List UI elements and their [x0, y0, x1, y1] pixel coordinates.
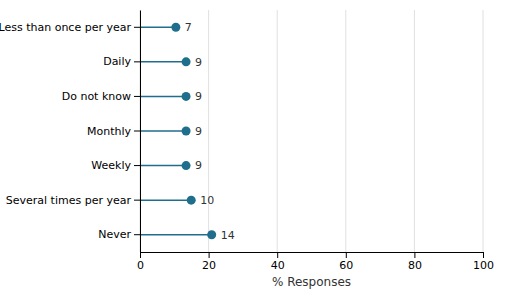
y-tick-label: Several times per year	[6, 194, 132, 207]
x-tick-label: 60	[339, 259, 353, 272]
stem	[140, 27, 176, 29]
count-label: 9	[195, 125, 202, 138]
x-tick-mark	[346, 252, 347, 258]
x-tick: 40	[271, 252, 285, 272]
x-tick-label: 80	[408, 259, 422, 272]
y-tick-label: Less than once per year	[0, 21, 131, 34]
stem	[140, 234, 212, 236]
grid-line	[277, 10, 278, 252]
grid-line	[483, 10, 484, 252]
dot	[187, 196, 196, 205]
y-tick-label: Monthly	[87, 125, 132, 138]
x-tick: 100	[473, 252, 494, 272]
y-tick-label: Daily	[103, 55, 131, 68]
y-tick-label: Never	[98, 228, 131, 241]
x-tick-label: 20	[202, 259, 216, 272]
y-tick-mark	[134, 96, 140, 97]
stem	[140, 199, 191, 201]
x-tick-mark	[140, 252, 141, 258]
x-tick: 80	[408, 252, 422, 272]
y-tick: Less than once per year	[0, 21, 140, 34]
y-axis-line	[140, 11, 141, 253]
x-tick-mark	[209, 252, 210, 258]
dot	[207, 230, 216, 239]
x-axis-line	[141, 252, 484, 253]
count-label: 9	[195, 56, 202, 69]
grid-line	[208, 10, 209, 252]
chart-container: 7 9 9 9 9 10 14 0 20 40 60 80 100 Less than once per …	[0, 0, 505, 292]
chart: 7 9 9 9 9 10 14 0 20 40 60 80 100 Less than once per …	[0, 0, 505, 292]
stem	[140, 61, 186, 63]
count-label: 7	[185, 21, 192, 34]
grid-line	[414, 10, 415, 252]
x-tick-mark	[483, 252, 484, 258]
y-tick: Several times per year	[6, 194, 140, 207]
x-tick-label: 100	[473, 259, 494, 272]
stem	[140, 165, 186, 167]
y-tick-mark	[134, 234, 140, 235]
dot	[182, 92, 191, 101]
stem	[140, 96, 186, 98]
count-label: 9	[195, 90, 202, 103]
grid-line	[345, 10, 346, 252]
dot	[182, 161, 191, 170]
y-tick: Daily	[103, 55, 140, 68]
x-tick: 0	[137, 252, 144, 272]
x-tick: 60	[339, 252, 353, 272]
y-tick-mark	[134, 131, 140, 132]
count-label: 9	[195, 159, 202, 172]
y-tick: Do not know	[62, 90, 140, 103]
x-tick-label: 0	[137, 259, 144, 272]
count-label: 10	[200, 194, 214, 207]
y-tick-mark	[134, 200, 140, 201]
y-tick-mark	[134, 27, 140, 28]
x-tick-label: 40	[271, 259, 285, 272]
x-tick: 20	[202, 252, 216, 272]
y-axis: Less than once per year Daily Do not know M…	[0, 11, 141, 253]
y-tick-mark	[134, 165, 140, 166]
dot	[182, 57, 191, 66]
count-label: 14	[221, 229, 235, 242]
dot	[171, 23, 180, 32]
x-tick-mark	[414, 252, 415, 258]
y-tick-mark	[134, 61, 140, 62]
y-tick: Monthly	[87, 125, 140, 138]
grid	[140, 10, 483, 252]
x-axis: 0 20 40 60 80 100	[137, 252, 494, 272]
dot	[182, 127, 191, 136]
x-tick-mark	[277, 252, 278, 258]
y-tick: Never	[98, 228, 140, 241]
marks	[140, 23, 216, 239]
count-labels: 7 9 9 9 9 10 14	[185, 21, 235, 241]
y-tick: Weekly	[91, 159, 140, 172]
y-tick-label: Do not know	[62, 90, 131, 103]
y-tick-label: Weekly	[91, 159, 131, 172]
x-axis-title: % Responses	[272, 275, 351, 289]
stem	[140, 130, 186, 132]
